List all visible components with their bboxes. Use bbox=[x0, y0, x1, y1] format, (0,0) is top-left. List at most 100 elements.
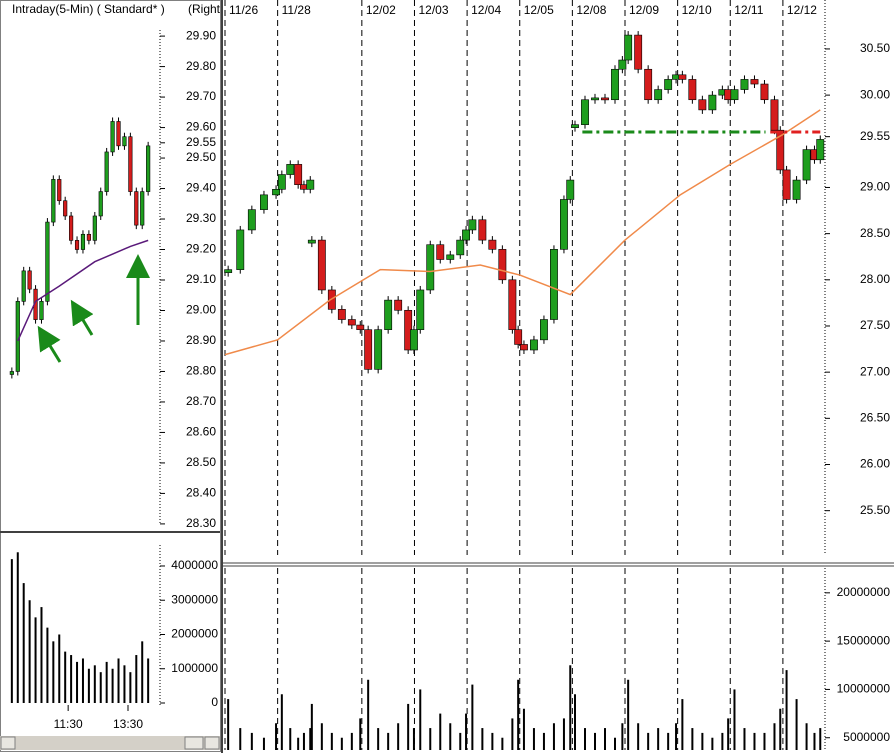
volume-bar bbox=[289, 728, 292, 750]
candle bbox=[307, 239, 316, 244]
moving-average bbox=[17, 239, 149, 342]
x-tick-label: 12/02 bbox=[366, 3, 396, 17]
volume-bar bbox=[262, 737, 265, 750]
volume-bar bbox=[449, 723, 452, 750]
candle bbox=[740, 79, 749, 90]
candle bbox=[272, 189, 280, 196]
x-tick-label: 12/03 bbox=[418, 3, 448, 17]
volume-bar bbox=[28, 600, 31, 703]
candle bbox=[792, 179, 801, 200]
volume-bar bbox=[227, 699, 230, 750]
y-tick-label: 29.70 bbox=[186, 89, 216, 103]
volume-bar bbox=[481, 728, 484, 750]
volume-bar bbox=[147, 658, 150, 703]
scroll-right-button[interactable] bbox=[204, 736, 220, 750]
candle bbox=[416, 289, 425, 330]
candle bbox=[74, 240, 80, 250]
volume-bar bbox=[46, 627, 49, 703]
volume-bar bbox=[763, 732, 766, 750]
candle bbox=[140, 191, 145, 226]
candle bbox=[104, 151, 109, 192]
scroll-thumb[interactable] bbox=[184, 736, 204, 750]
candle bbox=[750, 79, 759, 85]
volume-bar bbox=[52, 641, 55, 703]
volume-bar bbox=[239, 728, 242, 750]
volume-bar bbox=[64, 651, 67, 703]
y-tick-label: 29.60 bbox=[186, 120, 216, 134]
volume-bar bbox=[721, 732, 724, 750]
volume-bar bbox=[275, 723, 278, 750]
volume-bar bbox=[501, 737, 504, 750]
left-title: Intraday(5-Min) ( Standard* ) bbox=[12, 2, 165, 16]
scroll-left-button[interactable] bbox=[0, 736, 16, 750]
volume-bar bbox=[22, 583, 25, 703]
y-tick-label: 28.50 bbox=[860, 226, 890, 240]
volume-bar bbox=[429, 728, 432, 750]
x-tick-label: 11/26 bbox=[229, 3, 258, 17]
x-tick-label: 12/09 bbox=[629, 3, 659, 17]
y-tick-label: 0 bbox=[211, 695, 218, 709]
candle bbox=[730, 89, 739, 101]
volume-bar bbox=[439, 713, 442, 750]
volume-bar bbox=[532, 728, 535, 750]
y-tick-label: 29.80 bbox=[186, 59, 216, 73]
candle bbox=[624, 34, 633, 61]
candle bbox=[374, 329, 383, 370]
volume-bar bbox=[141, 641, 144, 703]
y-tick-label: 29.90 bbox=[186, 28, 216, 42]
volume-bar bbox=[562, 718, 565, 750]
volume-bar bbox=[330, 732, 333, 750]
candle bbox=[116, 121, 121, 147]
volume-bar bbox=[280, 694, 283, 750]
y-tick-label: 28.80 bbox=[186, 364, 216, 378]
volume-bar bbox=[657, 728, 660, 750]
volume-bar bbox=[574, 694, 576, 750]
candle bbox=[384, 299, 393, 330]
y-tick-label: 5000000 bbox=[843, 730, 890, 744]
volume-bar bbox=[123, 665, 126, 703]
volume-bar bbox=[310, 703, 313, 750]
candle bbox=[39, 301, 44, 320]
volume-bar bbox=[93, 665, 96, 703]
volume-bar bbox=[309, 728, 312, 750]
candle bbox=[286, 164, 295, 175]
candle bbox=[618, 59, 627, 70]
y-tick-label: 29.55 bbox=[186, 135, 216, 149]
candle bbox=[134, 191, 139, 226]
candle bbox=[678, 74, 687, 80]
y-tick-label: 28.40 bbox=[186, 486, 216, 500]
candle bbox=[92, 215, 97, 241]
y-tick-label: 29.50 bbox=[186, 150, 216, 164]
y-tick-label: 29.55 bbox=[860, 129, 890, 143]
candle bbox=[601, 97, 609, 101]
candle bbox=[122, 136, 127, 147]
volume-bar bbox=[701, 732, 704, 750]
candle bbox=[21, 270, 26, 302]
y-tick-label: 28.30 bbox=[186, 516, 216, 530]
scrollbar[interactable] bbox=[0, 736, 220, 750]
y-tick-label: 30.00 bbox=[860, 87, 890, 101]
candle bbox=[591, 97, 599, 101]
candle bbox=[410, 329, 418, 351]
candle bbox=[294, 164, 303, 185]
y-tick-label: 28.90 bbox=[186, 333, 216, 347]
candle bbox=[581, 99, 589, 125]
candle bbox=[9, 371, 14, 375]
candle bbox=[236, 229, 245, 270]
x-tick-label: 11/28 bbox=[282, 3, 311, 17]
candle bbox=[277, 174, 286, 190]
y-tick-label: 28.00 bbox=[860, 272, 890, 286]
volume-bar bbox=[805, 723, 808, 750]
volume-bar bbox=[795, 699, 798, 750]
volume-bar bbox=[58, 634, 61, 703]
candle bbox=[782, 169, 791, 200]
candle bbox=[664, 79, 673, 90]
candle bbox=[514, 329, 523, 345]
candle bbox=[98, 191, 103, 217]
volume-bar bbox=[111, 668, 114, 703]
candle bbox=[816, 139, 825, 161]
candle bbox=[347, 319, 356, 326]
candle bbox=[364, 329, 373, 370]
volume-bar bbox=[407, 703, 410, 750]
